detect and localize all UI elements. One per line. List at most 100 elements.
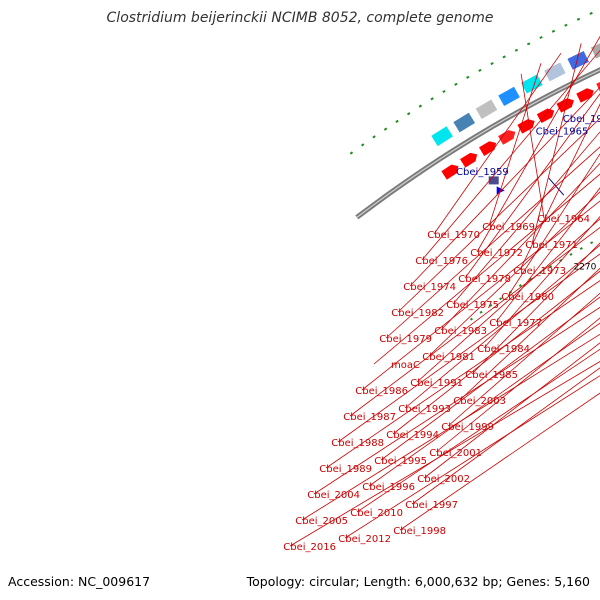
leader-line: [392, 270, 600, 435]
scale-tick-label: 2270 kbp: [573, 263, 600, 273]
leader-line: [289, 361, 600, 547]
gene-label: Cbei_1988: [331, 438, 384, 449]
gene-label: Cbei_2016: [283, 542, 336, 553]
leader-line: [428, 191, 600, 357]
leader-line: [421, 49, 600, 261]
gene-label: Cbei_1969: [482, 222, 535, 233]
leader-line: [411, 367, 600, 505]
leader-line: [361, 200, 600, 391]
gene-label: Cbei_1994: [386, 430, 439, 441]
backbone-inner: [356, 69, 600, 218]
forward-gene: [517, 119, 535, 134]
leader-line: [476, 35, 600, 253]
genome-backbone: [355, 67, 600, 220]
forward-gene: [536, 108, 555, 124]
forward-gene: [556, 98, 574, 113]
scale-dot: [528, 277, 532, 281]
scale-dot: [589, 11, 593, 15]
gene-features: [431, 40, 600, 195]
scale-dot: [539, 35, 543, 40]
gene-label: Cbei_1980: [501, 292, 554, 303]
gene-label: Cbei_1972: [470, 248, 523, 259]
scale-dot: [349, 151, 354, 155]
leader-line: [385, 146, 600, 339]
scale-dot: [469, 317, 473, 321]
forward-gene-shape: [517, 119, 535, 134]
gene-label: Cbei_1984: [477, 344, 530, 355]
scale-dot: [372, 135, 376, 139]
leader-line: [337, 253, 600, 443]
gene-label: Cbei_1999: [441, 422, 494, 433]
gene-label: Cbei_1971: [525, 240, 578, 251]
topology-summary: Topology: circular; Length: 6,000,632 bp…: [246, 574, 590, 589]
gene-label: Cbei_1987: [343, 412, 396, 423]
leader-line: [440, 162, 600, 331]
gene-label: Cbei_1978: [458, 274, 511, 285]
leader-line: [373, 173, 600, 365]
leader-line: [344, 375, 600, 539]
leader-line: [459, 267, 600, 401]
gene-label: Cbei_1993: [398, 404, 451, 415]
forward-gene: [441, 164, 459, 180]
gene-label: Cbei_2001: [429, 448, 482, 459]
outer-feature-block: [488, 176, 499, 185]
scale-dot: [489, 303, 493, 307]
leader-line: [433, 52, 562, 235]
forward-gene-shape: [576, 88, 594, 103]
gene-label: moaC: [391, 360, 420, 371]
gene-label: Cbei_1965: [536, 127, 589, 138]
forward-gene-shape: [498, 130, 516, 145]
gene-label: Cbei_1964: [537, 214, 590, 225]
gene-label: Cbei_1986: [355, 386, 408, 397]
reverse-gene-shape: [544, 62, 566, 82]
scale-dot: [590, 241, 594, 245]
leader-line: [531, 43, 582, 245]
gene-label: Cbei_1985: [465, 370, 518, 381]
leader-line: [368, 322, 600, 487]
leader-line: [325, 280, 600, 469]
gene-label: Cbei_2003: [453, 396, 506, 407]
forward-gene-shape: [460, 152, 478, 168]
leader-line: [423, 342, 600, 479]
label-leader-lines: [289, 35, 600, 547]
leader-line: [447, 292, 600, 427]
reverse-gene: [521, 74, 543, 94]
scale-dot: [361, 143, 365, 147]
reverse-gene-shape: [567, 51, 589, 70]
scale-dot: [564, 23, 568, 27]
forward-gene: [498, 130, 516, 145]
forward-gene-shape: [479, 141, 497, 156]
reverse-gene-shape: [498, 86, 520, 107]
scale-dot: [551, 29, 556, 33]
leader-line: [409, 86, 600, 287]
gene-label: Cbei_1981: [422, 352, 475, 363]
gene-label: Cbei_1976: [415, 256, 468, 267]
gene-label: Cbei_2012: [338, 534, 391, 545]
leader-line: [380, 296, 600, 461]
reverse-gene-shape: [453, 112, 475, 133]
forward-gene: [460, 152, 478, 168]
leader-line: [520, 73, 545, 219]
gene-label: Cbei_2010: [350, 508, 403, 519]
map-title: Clostridium beijerinckii NCIMB 8052, com…: [107, 10, 494, 26]
scale-dot: [406, 112, 411, 116]
leader-line: [356, 348, 600, 513]
scale-dot: [454, 82, 458, 86]
leader-line: [416, 218, 600, 383]
forward-gene-shape: [536, 108, 555, 124]
scale-dot-track: [349, 11, 594, 321]
leader-line: [483, 215, 600, 349]
scale-dot: [569, 252, 573, 256]
gene-label: Cbei_2004: [307, 490, 360, 501]
leader-line: [397, 117, 600, 313]
leader-line: [399, 392, 600, 531]
gene-label: Cbei_2002: [417, 474, 470, 485]
gene-label: Cbei_1977: [489, 318, 542, 329]
leader-line: [349, 226, 600, 417]
scale-dot: [518, 284, 522, 288]
scale-dot: [576, 17, 581, 21]
gene-label: Cbei_1974: [403, 282, 456, 293]
reverse-gene: [498, 86, 520, 107]
leader-line: [452, 131, 600, 305]
scale-dot: [549, 265, 553, 269]
